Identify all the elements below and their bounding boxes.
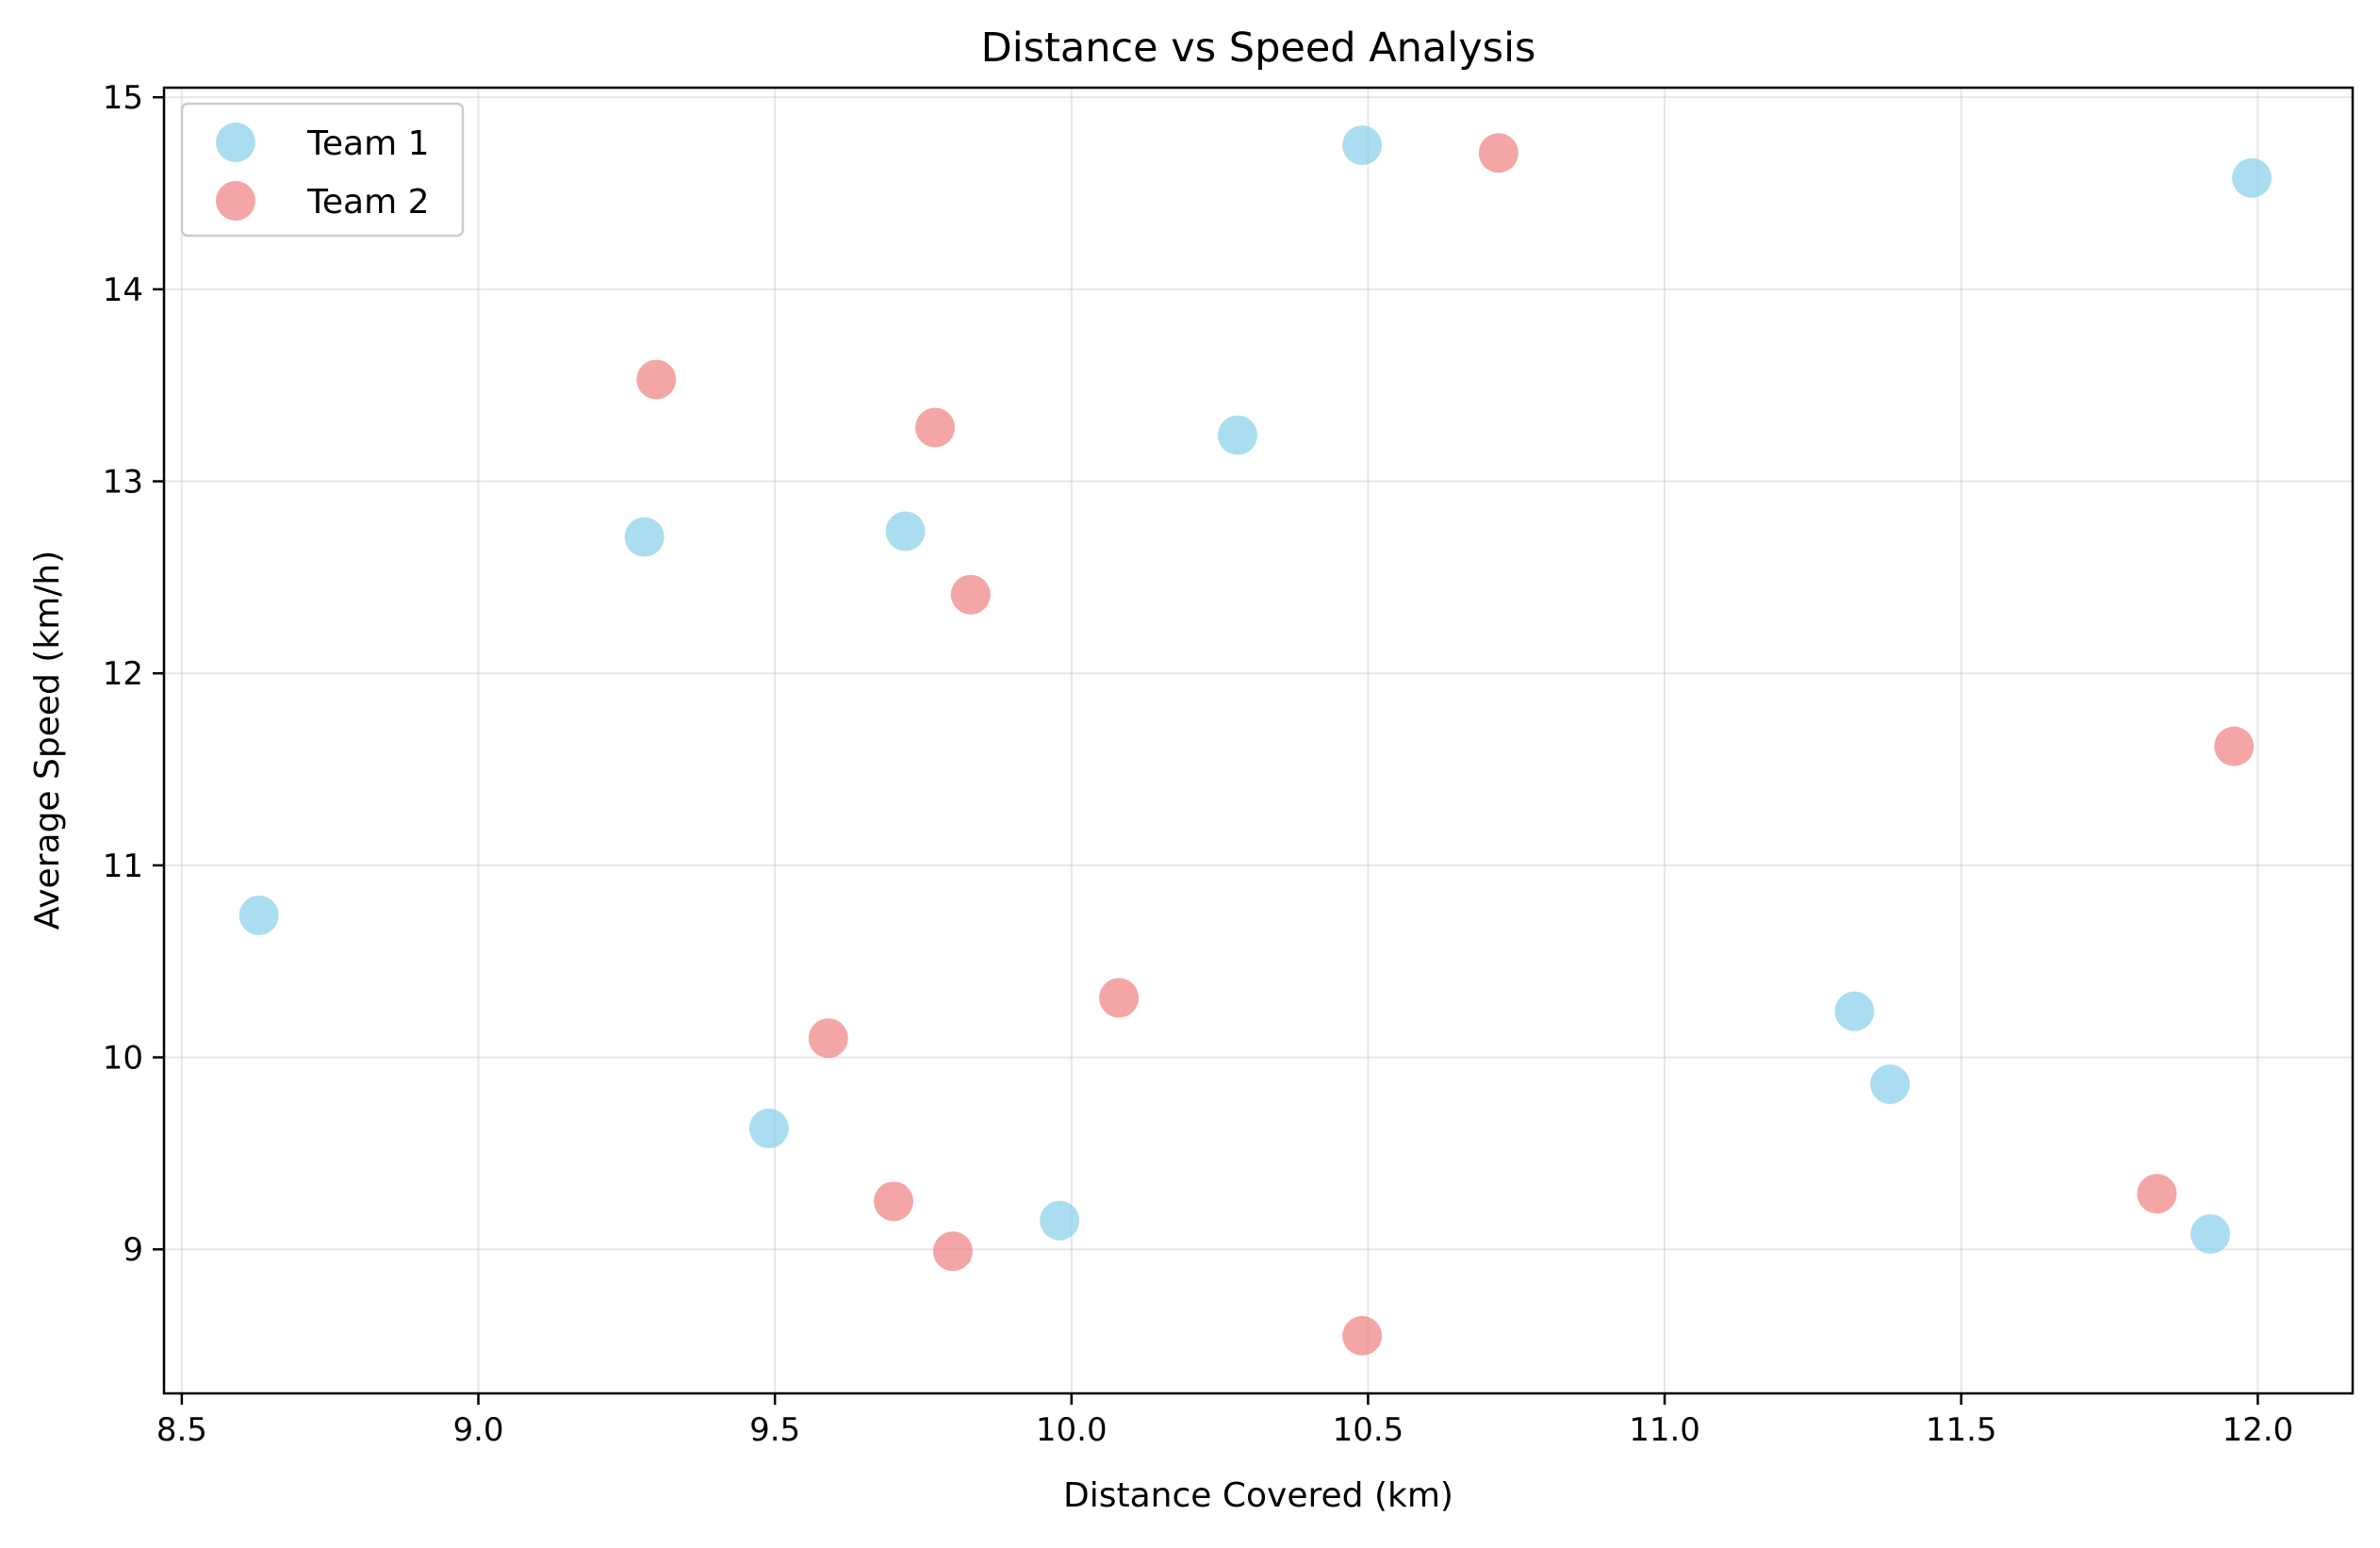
team-2-point <box>1478 133 1518 173</box>
y-axis-label: Average Speed (km/h) <box>28 551 67 930</box>
plot-frame <box>162 86 2355 1395</box>
team-1-point <box>624 517 665 557</box>
team-1-point <box>1834 991 1875 1031</box>
x-tick-label: 12.0 <box>2222 1411 2293 1449</box>
x-axis-label: Distance Covered (km) <box>1063 1476 1453 1515</box>
team-2-point <box>932 1231 973 1272</box>
x-tick-label: 11.0 <box>1629 1411 1700 1449</box>
team-1-point <box>1217 415 1257 455</box>
team-1-point <box>2190 1213 2230 1254</box>
x-tick-label: 9.5 <box>749 1411 800 1449</box>
y-tick-label: 10 <box>103 1040 143 1078</box>
team-1-point <box>2232 157 2273 198</box>
y-tick-label: 9 <box>123 1231 143 1269</box>
team-2-point <box>1099 978 1140 1018</box>
team-2-point <box>636 359 677 400</box>
legend-label-team-2: Team 2 <box>306 183 430 222</box>
grid <box>164 88 2353 1393</box>
axis-ticks: 8.5 9.0 9.5 10.0 10.5 11.0 11.5 12.0 9 10 11 12 13 14… <box>103 79 2293 1449</box>
x-tick-label: 9.0 <box>452 1411 503 1449</box>
x-tick-label: 10.0 <box>1036 1411 1108 1449</box>
team-1-point <box>748 1108 789 1148</box>
legend-label-team-1: Team 1 <box>306 124 430 163</box>
team-2-point <box>915 407 956 448</box>
legend: Team 1 Team 2 <box>180 102 465 238</box>
legend-marker-team-1 <box>216 123 255 162</box>
x-tick-label: 8.5 <box>156 1411 207 1449</box>
y-tick-label: 13 <box>103 464 143 502</box>
y-tick-label: 11 <box>103 848 143 885</box>
chart-title: Distance vs Speed Analysis <box>981 25 1536 72</box>
y-tick-label: 15 <box>103 79 143 117</box>
team-2-point <box>950 574 991 615</box>
team-2-point <box>2137 1174 2177 1214</box>
legend-marker-team-2 <box>216 181 255 221</box>
team-1-point <box>1870 1064 1911 1105</box>
team-1-point <box>1342 125 1383 166</box>
data-points <box>238 125 2273 1356</box>
y-tick-label: 12 <box>103 655 143 693</box>
y-tick-label: 14 <box>103 272 143 309</box>
x-tick-label: 11.5 <box>1926 1411 1997 1449</box>
team-2-point <box>2214 726 2255 766</box>
team-1-point <box>1040 1200 1080 1241</box>
team-1-point <box>238 895 279 935</box>
team-1-point <box>885 511 926 552</box>
team-2-point <box>874 1181 913 1222</box>
team-2-point <box>1342 1315 1383 1356</box>
team-2-point <box>808 1018 848 1059</box>
x-tick-label: 10.5 <box>1333 1411 1404 1449</box>
